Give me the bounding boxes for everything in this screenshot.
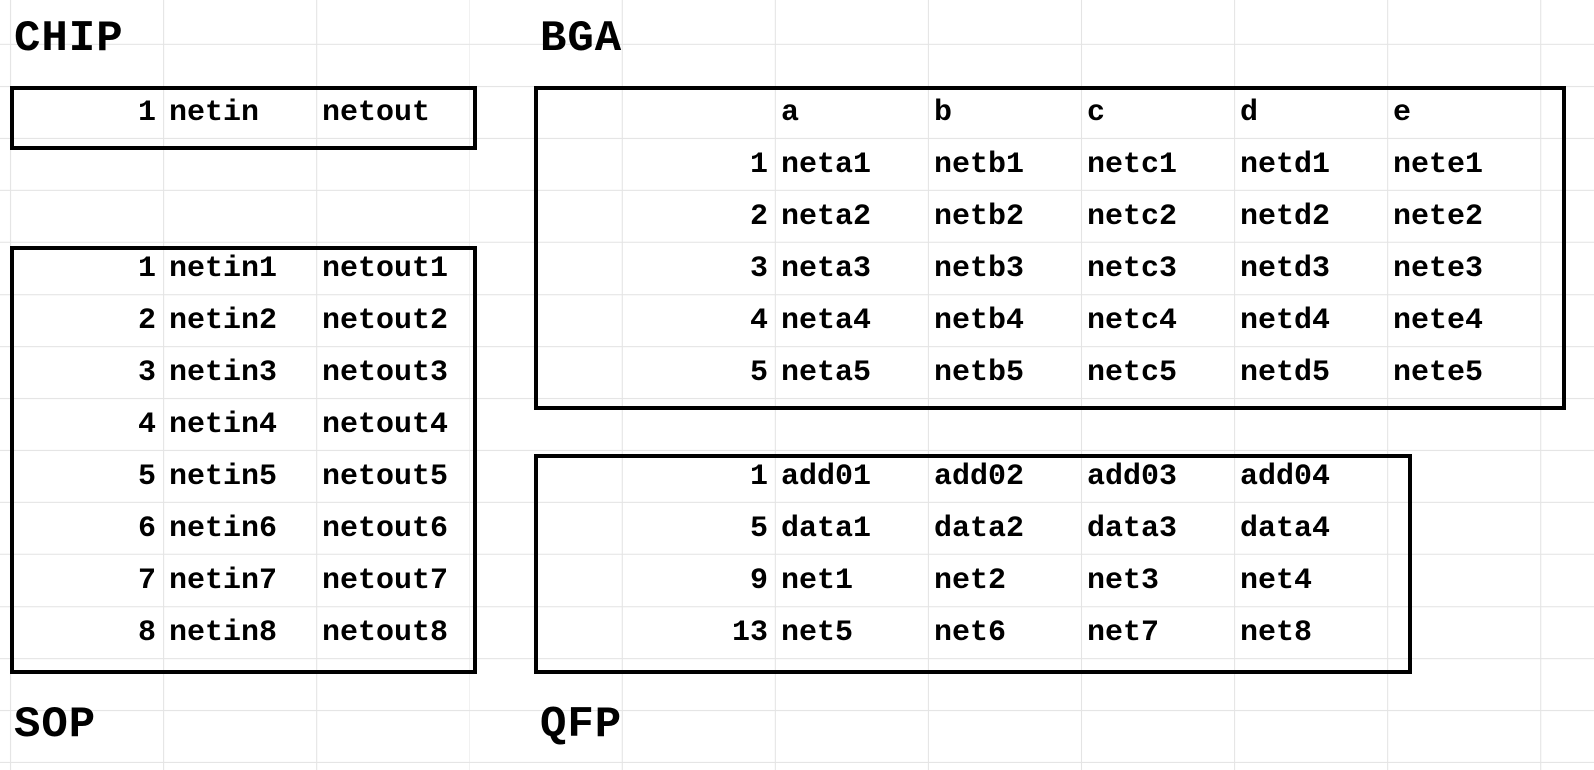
qfp-cell-3-2[interactable]: net7	[1087, 618, 1159, 648]
qfp-cell-0-1[interactable]: add02	[934, 462, 1024, 492]
sop-rownum-0[interactable]: 1	[16, 254, 156, 284]
chip-rownum[interactable]: 1	[16, 98, 156, 128]
label-chip: CHIP	[14, 14, 124, 64]
bga-cell-4-0[interactable]: neta5	[781, 358, 871, 388]
qfp-rownum-3[interactable]: 13	[628, 618, 768, 648]
qfp-rownum-2[interactable]: 9	[628, 566, 768, 596]
sop-rownum-7[interactable]: 8	[16, 618, 156, 648]
qfp-cell-2-2[interactable]: net3	[1087, 566, 1159, 596]
bga-rownum-2[interactable]: 3	[628, 254, 768, 284]
bga-cell-0-1[interactable]: netb1	[934, 150, 1024, 180]
bga-cell-3-0[interactable]: neta4	[781, 306, 871, 336]
bga-colhdr-c[interactable]: c	[1087, 98, 1105, 128]
bga-cell-2-0[interactable]: neta3	[781, 254, 871, 284]
bga-cell-1-1[interactable]: netb2	[934, 202, 1024, 232]
bga-cell-0-4[interactable]: nete1	[1393, 150, 1483, 180]
chip-netin[interactable]: netin	[169, 98, 259, 128]
sop-netout-1[interactable]: netout2	[322, 306, 448, 336]
sop-netout-2[interactable]: netout3	[322, 358, 448, 388]
bga-cell-4-4[interactable]: nete5	[1393, 358, 1483, 388]
bga-cell-4-2[interactable]: netc5	[1087, 358, 1177, 388]
sop-rownum-4[interactable]: 5	[16, 462, 156, 492]
sop-netin-2[interactable]: netin3	[169, 358, 277, 388]
chip-netout[interactable]: netout	[322, 98, 430, 128]
bga-cell-4-1[interactable]: netb5	[934, 358, 1024, 388]
sop-netout-7[interactable]: netout8	[322, 618, 448, 648]
bga-cell-0-3[interactable]: netd1	[1240, 150, 1330, 180]
qfp-cell-1-2[interactable]: data3	[1087, 514, 1177, 544]
qfp-cell-2-1[interactable]: net2	[934, 566, 1006, 596]
qfp-cell-0-2[interactable]: add03	[1087, 462, 1177, 492]
sop-netout-3[interactable]: netout4	[322, 410, 448, 440]
bga-cell-1-2[interactable]: netc2	[1087, 202, 1177, 232]
bga-rownum-0[interactable]: 1	[628, 150, 768, 180]
bga-cell-2-4[interactable]: nete3	[1393, 254, 1483, 284]
bga-rownum-1[interactable]: 2	[628, 202, 768, 232]
qfp-rownum-1[interactable]: 5	[628, 514, 768, 544]
sop-netout-4[interactable]: netout5	[322, 462, 448, 492]
sop-netout-5[interactable]: netout6	[322, 514, 448, 544]
qfp-cell-2-0[interactable]: net1	[781, 566, 853, 596]
bga-cell-0-2[interactable]: netc1	[1087, 150, 1177, 180]
bga-cell-1-4[interactable]: nete2	[1393, 202, 1483, 232]
sop-netin-3[interactable]: netin4	[169, 410, 277, 440]
qfp-cell-3-1[interactable]: net6	[934, 618, 1006, 648]
qfp-cell-3-3[interactable]: net8	[1240, 618, 1312, 648]
bga-cell-3-2[interactable]: netc4	[1087, 306, 1177, 336]
sop-rownum-2[interactable]: 3	[16, 358, 156, 388]
qfp-rownum-0[interactable]: 1	[628, 462, 768, 492]
sop-rownum-3[interactable]: 4	[16, 410, 156, 440]
label-sop: SOP	[14, 700, 96, 750]
sop-netin-0[interactable]: netin1	[169, 254, 277, 284]
bga-cell-4-3[interactable]: netd5	[1240, 358, 1330, 388]
bga-cell-1-0[interactable]: neta2	[781, 202, 871, 232]
bga-colhdr-d[interactable]: d	[1240, 98, 1258, 128]
qfp-cell-0-0[interactable]: add01	[781, 462, 871, 492]
qfp-cell-1-1[interactable]: data2	[934, 514, 1024, 544]
sop-netin-5[interactable]: netin6	[169, 514, 277, 544]
bga-colhdr-e[interactable]: e	[1393, 98, 1411, 128]
label-qfp: QFP	[540, 700, 622, 750]
sop-netin-4[interactable]: netin5	[169, 462, 277, 492]
bga-cell-2-3[interactable]: netd3	[1240, 254, 1330, 284]
qfp-cell-2-3[interactable]: net4	[1240, 566, 1312, 596]
sop-rownum-1[interactable]: 2	[16, 306, 156, 336]
qfp-cell-1-0[interactable]: data1	[781, 514, 871, 544]
bga-colhdr-a[interactable]: a	[781, 98, 799, 128]
sop-netin-1[interactable]: netin2	[169, 306, 277, 336]
bga-cell-1-3[interactable]: netd2	[1240, 202, 1330, 232]
bga-cell-2-2[interactable]: netc3	[1087, 254, 1177, 284]
sop-rownum-6[interactable]: 7	[16, 566, 156, 596]
qfp-cell-0-3[interactable]: add04	[1240, 462, 1330, 492]
worksheet: CHIP BGA SOP QFP 1netinnetout1netin1neto…	[0, 0, 1594, 770]
bga-cell-0-0[interactable]: neta1	[781, 150, 871, 180]
bga-rownum-3[interactable]: 4	[628, 306, 768, 336]
bga-rownum-4[interactable]: 5	[628, 358, 768, 388]
qfp-cell-1-3[interactable]: data4	[1240, 514, 1330, 544]
bga-colhdr-b[interactable]: b	[934, 98, 952, 128]
bga-cell-2-1[interactable]: netb3	[934, 254, 1024, 284]
sop-rownum-5[interactable]: 6	[16, 514, 156, 544]
sop-netin-6[interactable]: netin7	[169, 566, 277, 596]
sop-netout-6[interactable]: netout7	[322, 566, 448, 596]
qfp-cell-3-0[interactable]: net5	[781, 618, 853, 648]
bga-cell-3-3[interactable]: netd4	[1240, 306, 1330, 336]
sop-netin-7[interactable]: netin8	[169, 618, 277, 648]
bga-cell-3-4[interactable]: nete4	[1393, 306, 1483, 336]
bga-cell-3-1[interactable]: netb4	[934, 306, 1024, 336]
label-bga: BGA	[540, 14, 622, 64]
sop-netout-0[interactable]: netout1	[322, 254, 448, 284]
